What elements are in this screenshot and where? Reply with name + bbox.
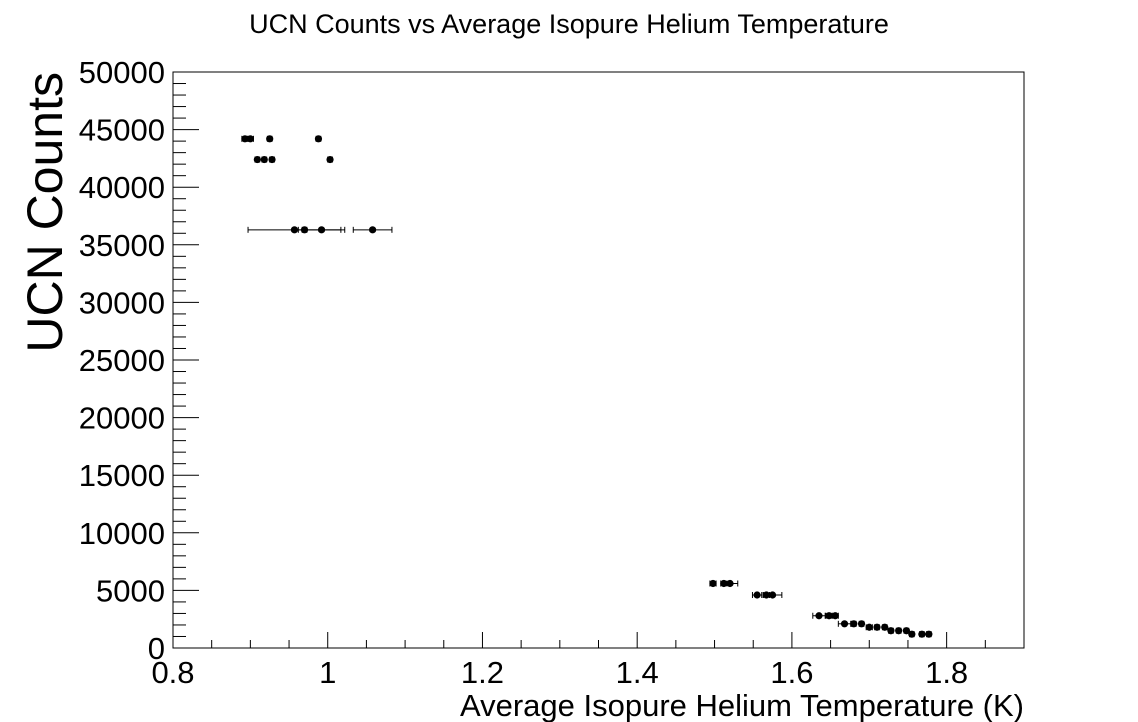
data-point-marker <box>326 155 334 164</box>
axis-ticks <box>172 71 1025 649</box>
data-point <box>918 630 926 638</box>
data-point-marker <box>850 620 858 628</box>
data-point <box>352 226 393 234</box>
x-tick-label: 1.8 <box>925 655 968 690</box>
y-tick-label: 25000 <box>79 343 165 378</box>
data-point <box>314 135 323 143</box>
data-point-marker <box>895 627 903 635</box>
data-point <box>268 155 276 164</box>
data-point <box>857 620 866 628</box>
data-point <box>246 135 254 143</box>
data-point-marker <box>726 579 734 588</box>
data-point <box>253 155 261 164</box>
data-point-marker <box>768 591 777 599</box>
data-point <box>709 579 717 588</box>
x-tick-label: 1 <box>319 655 336 690</box>
y-tick-label: 45000 <box>79 113 165 148</box>
data-point-marker <box>368 226 377 234</box>
y-tick-label: 30000 <box>79 285 165 320</box>
data-point <box>902 627 911 635</box>
data-point-marker <box>290 226 299 234</box>
x-tick-label: 1.4 <box>616 655 659 690</box>
y-tick-label: 10000 <box>79 516 165 551</box>
data-point <box>721 579 739 588</box>
data-point <box>831 612 839 620</box>
data-point-marker <box>815 612 823 620</box>
y-tick-label: 40000 <box>79 170 165 205</box>
data-point <box>873 623 881 631</box>
y-tick-label: 15000 <box>79 458 165 493</box>
y-tick-label: 0 <box>148 631 165 666</box>
data-point <box>260 155 268 164</box>
data-point <box>881 623 889 631</box>
data-point <box>925 630 933 638</box>
chart-title: UCN Counts vs Average Isopure Helium Tem… <box>249 9 889 39</box>
y-axis-label: UCN Counts <box>17 72 73 353</box>
data-point-marker <box>908 630 916 638</box>
data-point-marker <box>887 627 895 635</box>
data-point-marker <box>241 135 249 143</box>
data-point-marker <box>266 135 274 143</box>
y-tick-label: 35000 <box>79 228 165 263</box>
data-point <box>887 627 895 635</box>
data-point-marker <box>925 630 933 638</box>
data-point <box>908 630 916 638</box>
data-point-marker <box>253 155 261 164</box>
data-point <box>837 620 852 628</box>
data-point-marker <box>918 630 926 638</box>
data-point <box>266 135 274 143</box>
data-point-marker <box>902 627 911 635</box>
y-tick-label: 50000 <box>79 55 165 90</box>
data-points <box>241 135 933 638</box>
data-point <box>895 627 903 635</box>
data-point-marker <box>840 620 849 628</box>
data-point <box>825 612 833 620</box>
data-point <box>762 591 783 599</box>
data-point-marker <box>268 155 276 164</box>
y-tick-label: 20000 <box>79 401 165 436</box>
data-point-marker <box>246 135 254 143</box>
data-point-marker <box>865 623 873 631</box>
data-point <box>865 623 873 631</box>
data-point <box>812 612 826 620</box>
data-point-marker <box>857 620 866 628</box>
data-point <box>850 620 858 628</box>
data-point-marker <box>831 612 839 620</box>
data-point <box>751 591 763 599</box>
data-point-marker <box>873 623 881 631</box>
data-point-marker <box>825 612 833 620</box>
data-point <box>326 155 334 164</box>
x-tick-label: 0.8 <box>151 655 194 690</box>
data-point-marker <box>314 135 323 143</box>
data-point <box>297 226 346 234</box>
data-point-marker <box>881 623 889 631</box>
axis-tick-labels: 0.8 1 1.2 1.4 1.6 1.8 0 5000 10000 15000 20000 2500… <box>79 55 968 690</box>
x-tick-label: 1.6 <box>770 655 813 690</box>
data-point-marker <box>260 155 268 164</box>
x-axis-label: Average Isopure Helium Temperature (K) <box>460 688 1024 722</box>
data-point-marker <box>709 579 717 588</box>
x-tick-label: 1.2 <box>461 655 504 690</box>
data-point-marker <box>317 226 326 234</box>
y-tick-label: 5000 <box>96 573 165 608</box>
data-point-marker <box>753 591 761 599</box>
